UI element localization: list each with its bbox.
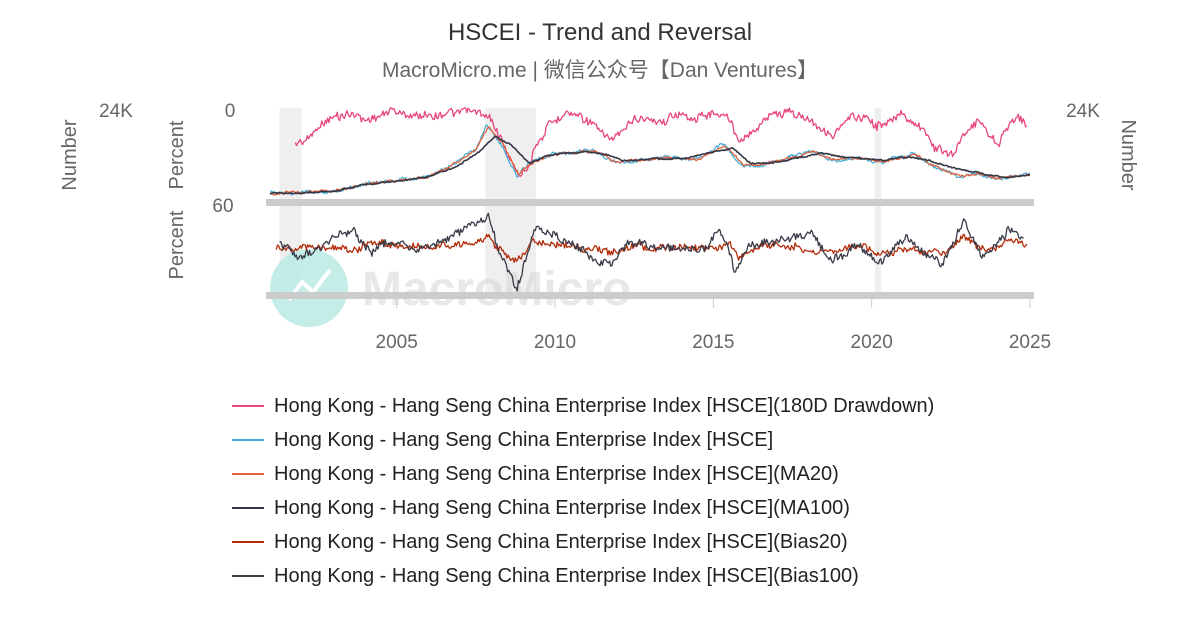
legend-item-5[interactable]: Hong Kong - Hang Seng China Enterprise I… bbox=[232, 559, 934, 593]
pane1-axis-tick-top: 0 bbox=[225, 101, 236, 122]
x-tick-label-2025: 2025 bbox=[1009, 332, 1051, 353]
right-axis-tick: 24K bbox=[1066, 101, 1100, 122]
series-line-upper-3 bbox=[269, 135, 1031, 195]
x-axis: 2005 2010 2015 2020 2025 bbox=[376, 299, 1051, 353]
pane1-axis-title: Percent bbox=[166, 120, 188, 189]
legend-item-2[interactable]: Hong Kong - Hang Seng China Enterprise I… bbox=[232, 457, 934, 491]
legend-label: Hong Kong - Hang Seng China Enterprise I… bbox=[274, 564, 859, 587]
legend-label: Hong Kong - Hang Seng China Enterprise I… bbox=[274, 394, 935, 417]
lower-pane-bottom-band bbox=[266, 292, 1034, 299]
legend-swatch bbox=[232, 507, 264, 509]
legend-swatch bbox=[232, 541, 264, 543]
upper-pane-bottom-band bbox=[266, 199, 1034, 206]
watermark: MacroMicro bbox=[270, 249, 631, 327]
legend-label: Hong Kong - Hang Seng China Enterprise I… bbox=[274, 530, 848, 553]
legend-label: Hong Kong - Hang Seng China Enterprise I… bbox=[274, 462, 839, 485]
series-line-lower-0 bbox=[275, 233, 1028, 263]
x-tick-label-2010: 2010 bbox=[534, 332, 576, 353]
left-outer-axis-tick: 24K bbox=[99, 101, 133, 122]
legend-label: Hong Kong - Hang Seng China Enterprise I… bbox=[274, 496, 850, 519]
legend-label: Hong Kong - Hang Seng China Enterprise I… bbox=[274, 428, 774, 451]
x-tick-label-2015: 2015 bbox=[692, 332, 734, 353]
legend-swatch bbox=[232, 473, 264, 475]
pane1-axis-tick-bottom: 60 bbox=[212, 196, 233, 217]
x-tick-label-2020: 2020 bbox=[851, 332, 893, 353]
legend-item-4[interactable]: Hong Kong - Hang Seng China Enterprise I… bbox=[232, 525, 934, 559]
legend-swatch bbox=[232, 439, 264, 441]
legend-item-3[interactable]: Hong Kong - Hang Seng China Enterprise I… bbox=[232, 491, 934, 525]
legend-swatch bbox=[232, 575, 264, 577]
legend-item-0[interactable]: Hong Kong - Hang Seng China Enterprise I… bbox=[232, 389, 934, 423]
x-tick-label-2005: 2005 bbox=[376, 332, 418, 353]
watermark-text: MacroMicro bbox=[362, 263, 631, 316]
series-line-upper-0 bbox=[294, 107, 1028, 177]
lower-pane-series bbox=[275, 212, 1028, 292]
legend-swatch bbox=[232, 405, 264, 407]
legend-item-1[interactable]: Hong Kong - Hang Seng China Enterprise I… bbox=[232, 423, 934, 457]
chart-title: HSCEI - Trend and Reversal bbox=[448, 19, 752, 46]
watermark-logo-mark bbox=[287, 268, 332, 302]
upper-pane-series bbox=[269, 107, 1031, 196]
pane2-axis-title: Percent bbox=[166, 210, 188, 279]
chart-subtitle: MacroMicro.me | 微信公众号【Dan Ventures】 bbox=[382, 59, 818, 82]
right-axis-title: Number bbox=[1117, 119, 1139, 190]
legend: Hong Kong - Hang Seng China Enterprise I… bbox=[232, 389, 934, 593]
series-line-lower-1 bbox=[279, 212, 1024, 292]
left-outer-axis-title: Number bbox=[59, 119, 81, 190]
